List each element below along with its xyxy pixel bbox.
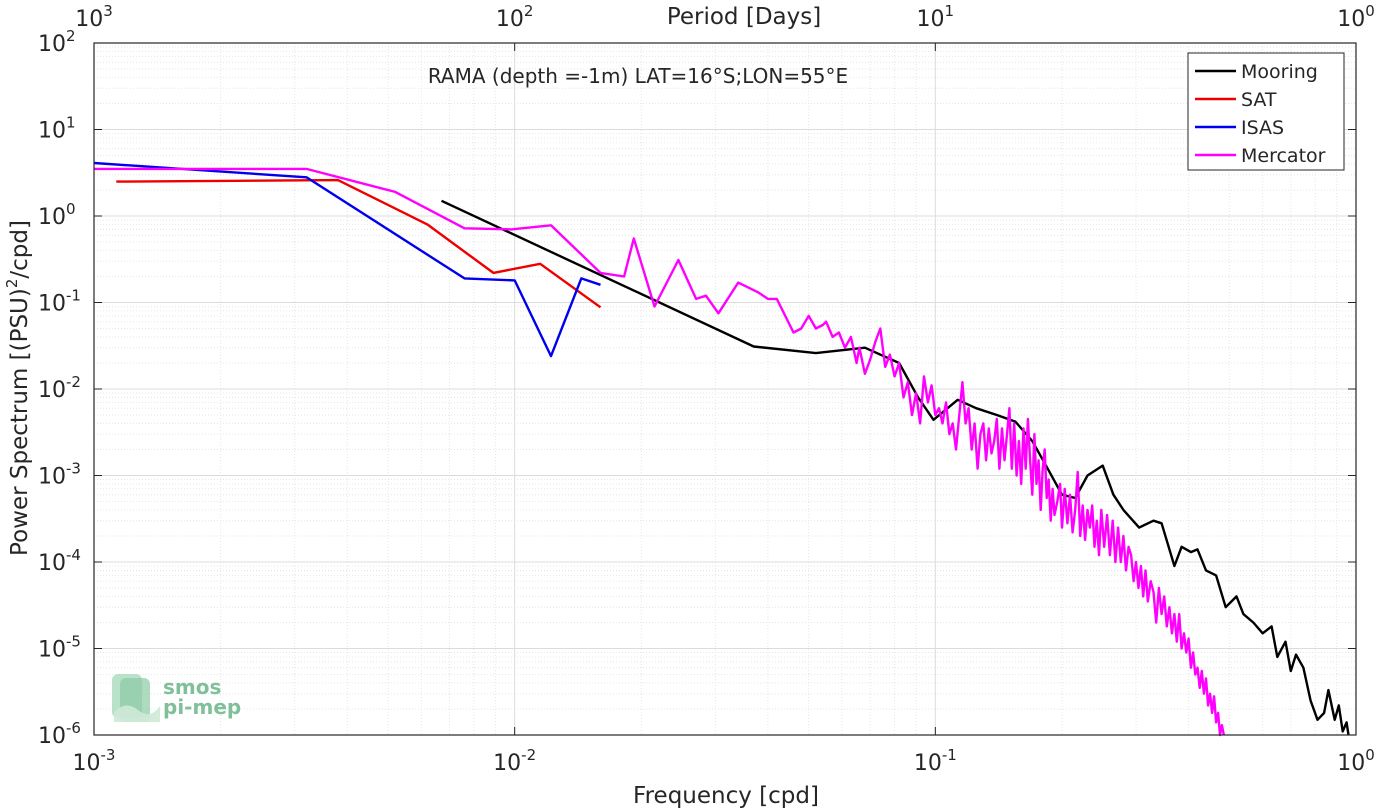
series-line-sat xyxy=(116,178,602,309)
legend-label: SAT xyxy=(1241,89,1277,111)
y-tick-label: 10-5 xyxy=(38,633,81,663)
top-tick-label: 101 xyxy=(917,2,955,32)
x-tick-label: 10-3 xyxy=(73,746,116,776)
x-tick-label: 10-1 xyxy=(914,746,957,776)
logo-text-line1: smos xyxy=(163,675,222,699)
legend: Mooring SAT ISAS Mercator xyxy=(1187,52,1345,171)
legend-label: ISAS xyxy=(1241,117,1284,139)
top-tick-label: 103 xyxy=(75,2,113,32)
y-tick-label: 10-3 xyxy=(38,460,81,490)
top-tick-label: 100 xyxy=(1337,2,1375,32)
series-line-isas xyxy=(93,161,601,358)
y-tick-label: 10-4 xyxy=(38,546,81,576)
y-axis-label-tail: /cpd] xyxy=(7,220,33,279)
y-axis-label: Power Spectrum [(PSU)2/cpd] xyxy=(3,220,33,556)
top-tick-label: 102 xyxy=(496,2,534,32)
y-tick-label: 10-6 xyxy=(38,719,81,749)
series-line-mooring xyxy=(440,199,1350,736)
y-axis-label-main: Power Spectrum [(PSU) xyxy=(7,288,33,556)
y-tick-label: 10-2 xyxy=(38,373,81,403)
legend-label: Mercator xyxy=(1241,145,1326,167)
series-layer xyxy=(93,161,1350,737)
top-axis-label: Period [Days] xyxy=(667,4,821,30)
y-tick-label: 100 xyxy=(38,200,76,230)
x-axis-label: Frequency [cpd] xyxy=(633,783,819,809)
smos-pi-mep-logo xyxy=(110,672,245,724)
series-line-mercator xyxy=(94,167,1225,737)
tick-marks xyxy=(93,42,1357,736)
legend-box xyxy=(1187,52,1345,171)
x-tick-label: 100 xyxy=(1337,746,1375,776)
legend-label: Mooring xyxy=(1241,61,1318,83)
y-tick-label: 101 xyxy=(38,114,76,144)
logo-text: smos pi-mep xyxy=(163,677,241,717)
legend-items: Mooring SAT ISAS Mercator xyxy=(1195,61,1326,167)
logo-text-line2: pi-mep xyxy=(163,695,242,719)
y-tick-label: 102 xyxy=(38,27,76,57)
chart-title: RAMA (depth =-1m) LAT=16°S;LON=55°E xyxy=(428,64,848,88)
x-tick-label: 10-2 xyxy=(493,746,536,776)
y-tick-label: 10-1 xyxy=(38,287,81,317)
y-axis-label-superscript: 2 xyxy=(3,279,21,289)
logo-mark-icon xyxy=(112,674,160,722)
